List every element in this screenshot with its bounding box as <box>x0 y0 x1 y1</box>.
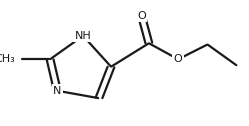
Text: O: O <box>174 54 183 64</box>
Text: NH: NH <box>75 31 91 41</box>
Text: N: N <box>53 86 62 96</box>
Text: CH₃: CH₃ <box>0 54 15 64</box>
Text: O: O <box>137 11 146 21</box>
